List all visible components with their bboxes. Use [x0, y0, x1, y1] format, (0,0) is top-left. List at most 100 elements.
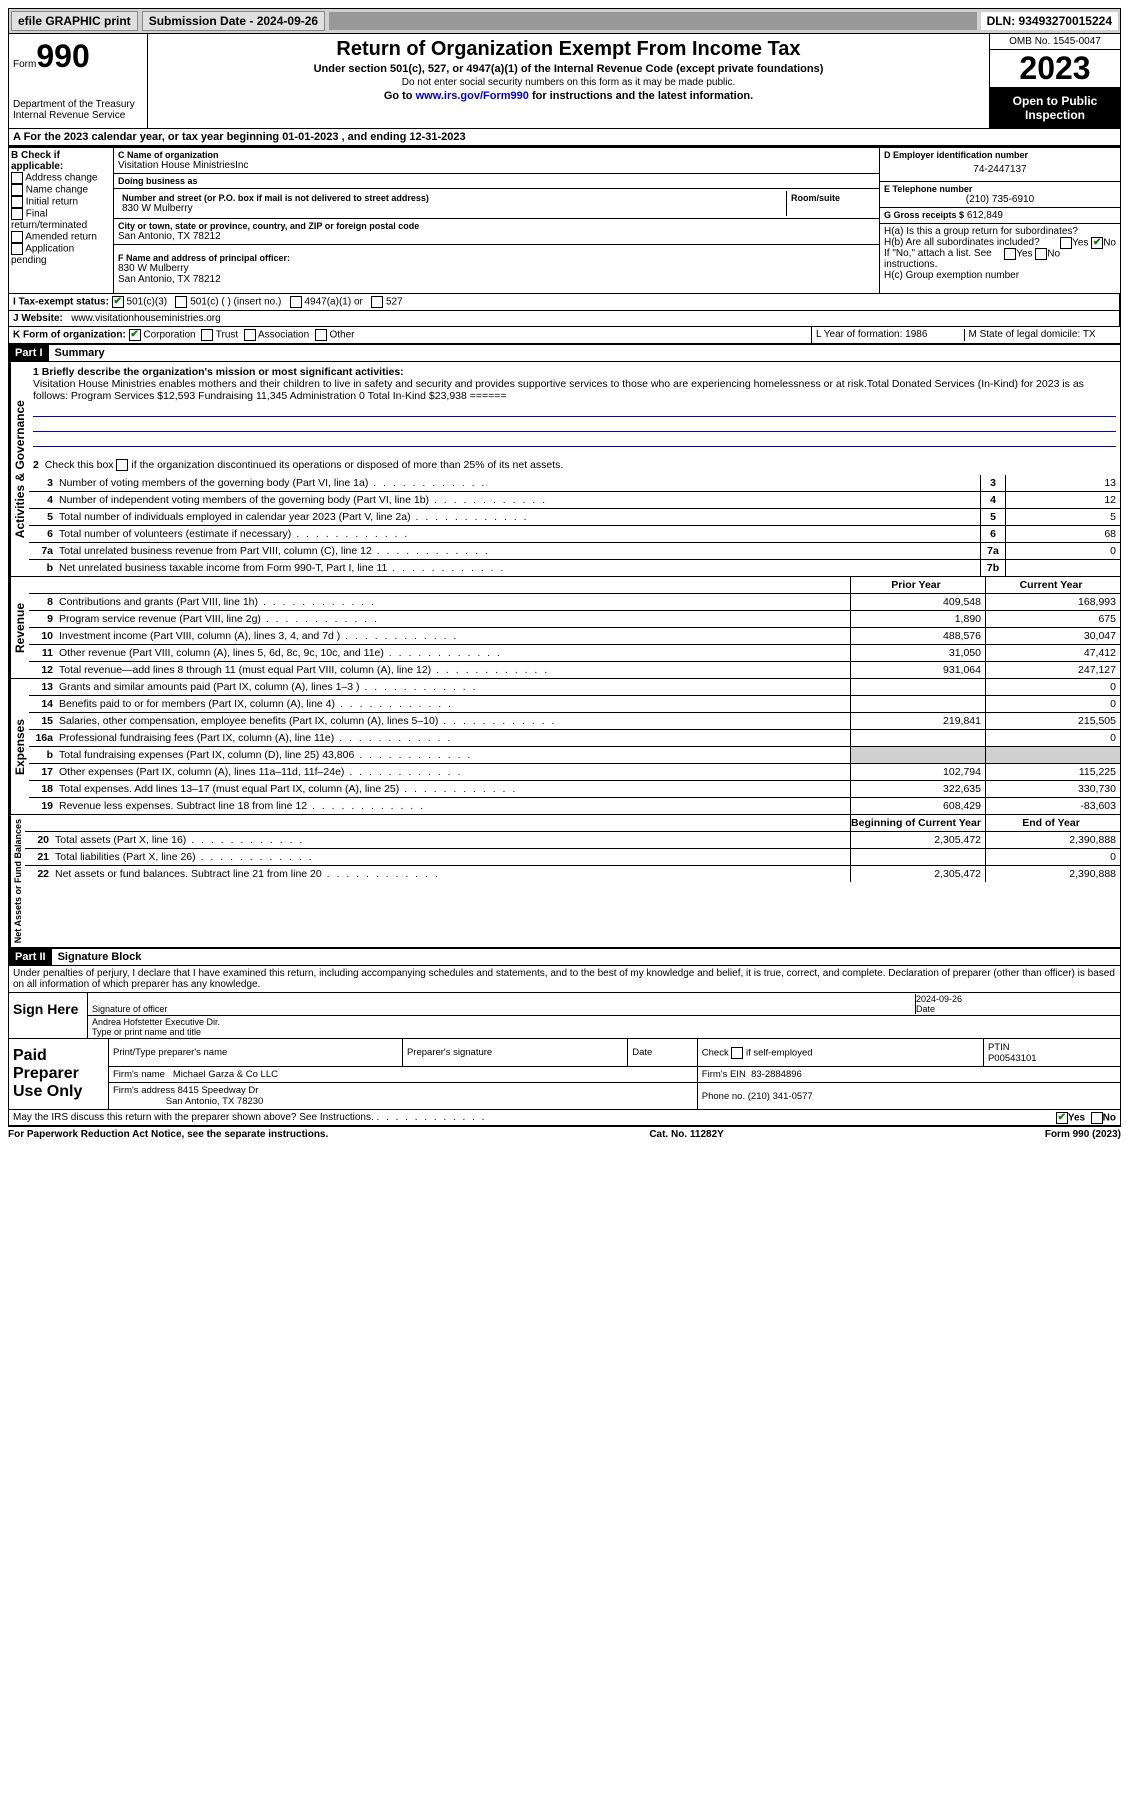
paid-preparer: Paid Preparer Use Only Print/Type prepar… — [8, 1039, 1121, 1110]
net-row: 22Net assets or fund balances. Subtract … — [25, 866, 1120, 882]
rev-row: 8Contributions and grants (Part VIII, li… — [29, 594, 1120, 611]
q1-label: 1 Briefly describe the organization's mi… — [33, 366, 404, 378]
exp-row: 16aProfessional fundraising fees (Part I… — [29, 730, 1120, 747]
firm-addr2: San Antonio, TX 78230 — [166, 1096, 264, 1107]
exp-row: 14Benefits paid to or for members (Part … — [29, 696, 1120, 713]
q1-text: Visitation House Ministries enables moth… — [33, 378, 1084, 402]
501c3-cb[interactable] — [112, 296, 124, 308]
paid-prep-label: Paid Preparer Use Only — [9, 1039, 109, 1109]
discuss-yes-cb[interactable] — [1056, 1112, 1068, 1124]
firm-name-label: Firm's name — [113, 1069, 165, 1080]
part1-revenue: Revenue Prior Year Current Year 8Contrib… — [8, 577, 1121, 679]
ha-label: H(a) Is this a group return for subordin… — [884, 226, 1078, 237]
b-checkbox-item: Initial return — [11, 196, 111, 208]
ha-yes-cb[interactable] — [1060, 237, 1072, 249]
b-checkbox-item: Name change — [11, 184, 111, 196]
hb-note: If "No," attach a list. See instructions… — [884, 248, 992, 270]
sig-date-label: Date — [916, 1004, 935, 1014]
gross-value: 612,849 — [967, 210, 1003, 221]
other-cb[interactable] — [315, 329, 327, 341]
gov-row: 5Total number of individuals employed in… — [29, 509, 1120, 526]
b-checkbox-item: Amended return — [11, 231, 111, 243]
rev-row: 10Investment income (Part VIII, column (… — [29, 628, 1120, 645]
exp-row: 19Revenue less expenses. Subtract line 1… — [29, 798, 1120, 814]
hb-yes-cb[interactable] — [1004, 248, 1016, 260]
addr-value: 830 W Mulberry — [122, 203, 782, 214]
row-k: K Form of organization: Corporation Trus… — [8, 327, 1121, 345]
discuss-no-cb[interactable] — [1091, 1112, 1103, 1124]
i-label: I Tax-exempt status: — [13, 297, 109, 308]
row-j: J Website: www.visitationhouseministries… — [8, 311, 1121, 327]
public-inspection: Open to Public Inspection — [990, 88, 1120, 128]
discuss-row: May the IRS discuss this return with the… — [8, 1110, 1121, 1127]
rev-row: 9Program service revenue (Part VIII, lin… — [29, 611, 1120, 628]
dept-label: Department of the Treasury Internal Reve… — [13, 99, 143, 121]
b-cb[interactable] — [11, 243, 23, 255]
irs-link[interactable]: www.irs.gov/Form990 — [416, 90, 529, 102]
dba-label: Doing business as — [118, 176, 875, 186]
gov-row: 3Number of voting members of the governi… — [29, 475, 1120, 492]
sidebar-expenses: Expenses — [9, 679, 29, 814]
exp-row: 17Other expenses (Part IX, column (A), l… — [29, 764, 1120, 781]
ha-no-cb[interactable] — [1091, 237, 1103, 249]
ein-value: 74-2447137 — [884, 160, 1116, 179]
l-year: L Year of formation: 1986 — [816, 329, 965, 341]
hb-no-cb[interactable] — [1035, 248, 1047, 260]
dln-label: DLN: 93493270015224 — [981, 12, 1118, 30]
4947-cb[interactable] — [290, 296, 302, 308]
sign-here-label: Sign Here — [9, 993, 88, 1038]
501c-cb[interactable] — [175, 296, 187, 308]
part1-netassets: Net Assets or Fund Balances Beginning of… — [8, 815, 1121, 949]
curr-year-header: Current Year — [985, 577, 1120, 593]
trust-cb[interactable] — [201, 329, 213, 341]
prior-year-header: Prior Year — [850, 577, 985, 593]
part2-bar: Part II Signature Block — [8, 949, 1121, 966]
gov-row: 7aTotal unrelated business revenue from … — [29, 543, 1120, 560]
ein-label: D Employer identification number — [884, 150, 1116, 160]
efile-btn[interactable]: efile GRAPHIC print — [11, 11, 138, 31]
ptin-label: PTIN — [988, 1042, 1010, 1053]
rev-row: 11Other revenue (Part VIII, column (A), … — [29, 645, 1120, 662]
part1-expenses: Expenses 13Grants and similar amounts pa… — [8, 679, 1121, 815]
submission-btn: Submission Date - 2024-09-26 — [142, 11, 325, 31]
part1-governance: Activities & Governance 1 Briefly descri… — [8, 362, 1121, 577]
part2-header: Part II — [9, 949, 52, 965]
gross-label: G Gross receipts $ — [884, 210, 964, 220]
assoc-cb[interactable] — [244, 329, 256, 341]
exp-row: 18Total expenses. Add lines 13–17 (must … — [29, 781, 1120, 798]
phone-label: E Telephone number — [884, 184, 1116, 194]
discuss-text: May the IRS discuss this return with the… — [13, 1112, 374, 1123]
topbar-spacer — [329, 12, 976, 30]
self-emp-label: Check if self-employed — [697, 1039, 983, 1066]
b-cb[interactable] — [11, 208, 23, 220]
form-header: Form990 Department of the Treasury Inter… — [8, 34, 1121, 129]
firm-addr-label: Firm's address — [113, 1085, 175, 1096]
corp-cb[interactable] — [129, 329, 141, 341]
b-cb[interactable] — [11, 184, 23, 196]
form-label: Form — [13, 59, 36, 70]
net-row: 20Total assets (Part X, line 16)2,305,47… — [25, 832, 1120, 849]
form-number: 990 — [36, 38, 89, 74]
exp-row: 15Salaries, other compensation, employee… — [29, 713, 1120, 730]
self-emp-cb[interactable] — [731, 1047, 743, 1059]
underline — [33, 404, 1116, 417]
form-subtitle-1: Under section 501(c), 527, or 4947(a)(1)… — [152, 63, 985, 75]
q2-cb[interactable] — [116, 459, 128, 471]
b-label: B Check if applicable: — [11, 150, 111, 172]
hc-label: H(c) Group exemption number — [884, 270, 1019, 281]
omb-number: OMB No. 1545-0047 — [990, 34, 1120, 50]
part2-decl: Under penalties of perjury, I declare th… — [8, 966, 1121, 993]
b-cb[interactable] — [11, 172, 23, 184]
firm-ein: 83-2884896 — [751, 1069, 802, 1080]
room-label: Room/suite — [791, 193, 871, 203]
k-label: K Form of organization: — [13, 330, 126, 341]
527-cb[interactable] — [371, 296, 383, 308]
b-cb[interactable] — [11, 196, 23, 208]
footer-right: Form 990 (2023) — [1045, 1129, 1121, 1140]
top-bar: efile GRAPHIC print Submission Date - 20… — [8, 8, 1121, 34]
sig-date: 2024-09-26 — [916, 994, 962, 1004]
b-cb[interactable] — [11, 231, 23, 243]
phone-value: (210) 735-6910 — [884, 194, 1116, 205]
b-checkbox-item: Address change — [11, 172, 111, 184]
city-value: San Antonio, TX 78212 — [118, 231, 875, 242]
